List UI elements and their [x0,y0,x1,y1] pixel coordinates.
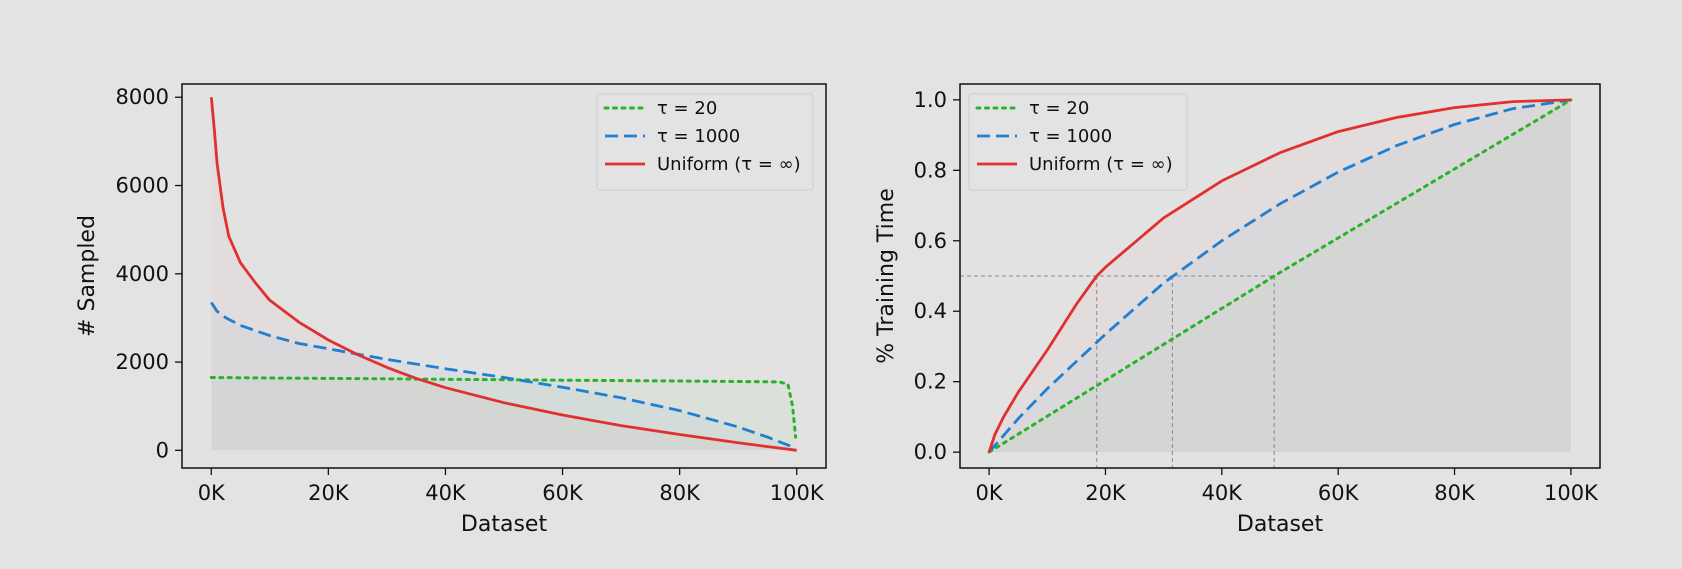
legend-box [968,93,1188,191]
plot-frame [181,83,827,469]
plot-frame [959,83,1601,469]
y-tick-label: 0.0 [914,440,947,464]
series-line-0 [209,376,798,439]
legend-label-1: τ = 1000 [1029,126,1112,147]
x-tick-label: 80K [1434,481,1476,505]
x-axis-label: Dataset [461,512,548,537]
y-tick-label: 0 [156,438,169,462]
series-line-0 [987,98,1573,454]
x-tick-label: 100K [770,481,825,505]
legend: τ = 20 τ = 1000 Uniform (τ = ∞) [968,93,1188,191]
legend-label-1: τ = 1000 [657,126,740,147]
x-tick-label: 0K [198,481,226,505]
legend-label-0: τ = 20 [657,98,717,119]
x-tick-label: 0K [976,481,1004,505]
legend-box [596,93,814,191]
y-axis-label: # Sampled [75,215,100,337]
x-tick-label: 20K [308,481,350,505]
y-tick-label: 8000 [116,85,169,109]
y-tick-label: 6000 [116,174,169,198]
series-line-1 [210,301,797,450]
y-tick-label: 0.6 [914,229,947,253]
series-line-2 [987,98,1571,453]
legend-label-2: Uniform (τ = ∞) [657,154,801,175]
chart-sample-counts: 0K 20K 40K 60K 80K 100K 0 2000 4000 6000 8000 Datas… [75,83,827,537]
legend-label-0: τ = 20 [1029,98,1089,119]
series-line-1 [988,98,1572,454]
x-tick-label: 40K [425,481,467,505]
y-tick-label: 0.8 [914,158,947,182]
x-tick-label: 60K [1318,481,1360,505]
x-tick-label: 40K [1202,481,1244,505]
y-tick-label: 0.4 [914,299,947,323]
x-tick-label: 20K [1085,481,1127,505]
series-line-2 [209,97,797,452]
chart-training-time: 0K 20K 40K 60K 80K 100K 0.0 0.2 0.4 0.6 0.8 1.0 Data… [874,83,1601,537]
x-tick-label: 100K [1544,481,1599,505]
legend: τ = 20 τ = 1000 Uniform (τ = ∞) [596,93,814,191]
y-tick-label: 2000 [116,350,169,374]
y-tick-label: 1.0 [914,88,947,112]
y-tick-label: 0.2 [914,370,947,394]
y-axis-label: % Training Time [874,188,899,364]
y-tick-label: 4000 [116,262,169,286]
x-axis-label: Dataset [1237,512,1324,537]
x-tick-label: 60K [542,481,584,505]
legend-label-2: Uniform (τ = ∞) [1029,154,1173,175]
x-tick-label: 80K [659,481,701,505]
